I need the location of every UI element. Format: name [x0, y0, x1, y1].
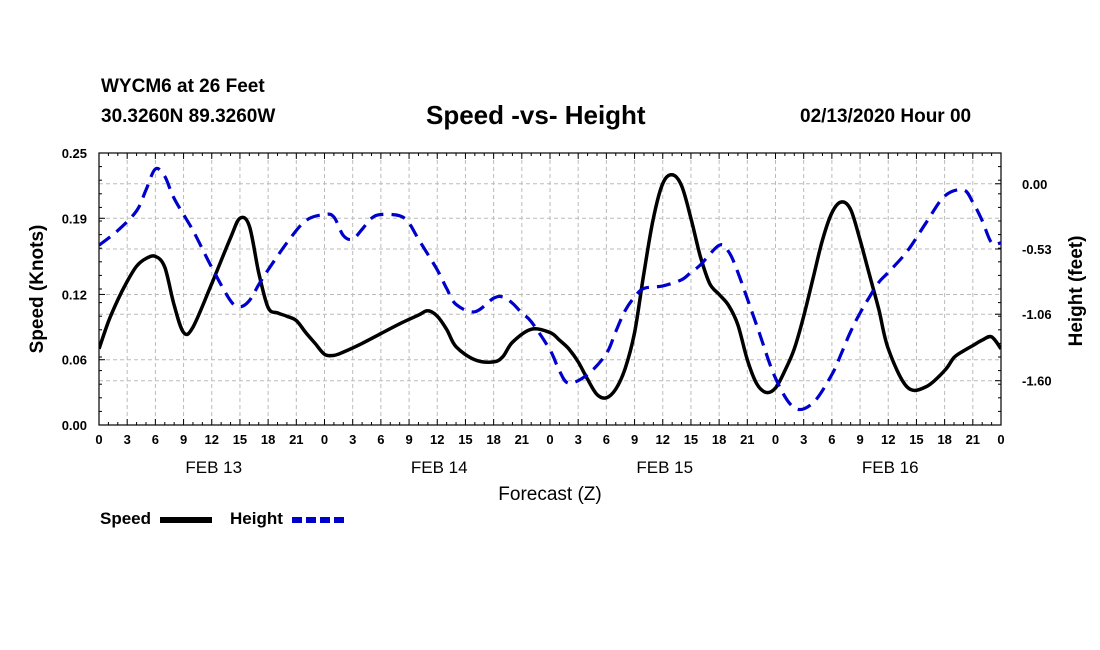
chart-title: Speed -vs- Height [426, 100, 646, 130]
y-tick-label: 0.25 [62, 146, 87, 161]
x-tick-label: 18 [486, 432, 500, 447]
y-tick-label: 0.12 [62, 287, 87, 302]
x-axis-title: Forecast (Z) [498, 484, 601, 505]
x-tick-label: 18 [937, 432, 951, 447]
coordinates-label: 30.3260N 89.3260W [101, 106, 276, 127]
x-tick-label: 18 [261, 432, 275, 447]
y-tick-label: 0.00 [62, 418, 87, 433]
y2-tick-label: 0.00 [1022, 177, 1047, 192]
x-tick-label: 21 [289, 432, 303, 447]
x-tick-label: 9 [856, 432, 863, 447]
grid-lines [98, 152, 1002, 426]
y2-axis-title: Height (feet) [1066, 236, 1087, 347]
legend-height-label: Height [230, 509, 283, 528]
day-label: FEB 14 [411, 458, 468, 477]
y2-tick-label: -1.06 [1022, 307, 1052, 322]
day-label: FEB 13 [185, 458, 242, 477]
x-tick-label: 15 [684, 432, 698, 447]
x-tick-label: 15 [233, 432, 247, 447]
x-tick-label: 0 [95, 432, 102, 447]
x-tick-label: 6 [828, 432, 835, 447]
x-tick-label: 12 [656, 432, 670, 447]
x-tick-label: 6 [152, 432, 159, 447]
x-tick-label: 9 [180, 432, 187, 447]
x-tick-label: 15 [458, 432, 472, 447]
y-tick-label: 0.06 [62, 353, 87, 368]
y-axis-title: Speed (Knots) [27, 225, 48, 354]
speed-series-line [99, 173, 1001, 400]
x-tick-label: 3 [124, 432, 131, 447]
x-tick-label: 6 [377, 432, 384, 447]
station-label: WYCM6 at 26 Feet [101, 76, 265, 97]
x-tick-label: 3 [575, 432, 582, 447]
x-tick-label: 21 [515, 432, 529, 447]
y-tick-label: 0.19 [62, 211, 87, 226]
x-tick-label: 18 [712, 432, 726, 447]
x-tick-label: 15 [909, 432, 923, 447]
x-tick-label: 6 [603, 432, 610, 447]
day-label: FEB 16 [862, 458, 919, 477]
x-tick-label: 0 [321, 432, 328, 447]
height-series-line [99, 166, 1001, 412]
day-label: FEB 15 [636, 458, 693, 477]
x-tick-label: 12 [430, 432, 444, 447]
x-tick-label: 0 [997, 432, 1004, 447]
x-tick-label: 3 [349, 432, 356, 447]
y2-tick-label: -0.53 [1022, 242, 1052, 257]
y2-tick-label: -1.60 [1022, 374, 1052, 389]
x-tick-label: 9 [405, 432, 412, 447]
x-tick-label: 21 [740, 432, 754, 447]
forecast-date-label: 02/13/2020 Hour 00 [800, 106, 972, 127]
x-tick-label: 21 [966, 432, 980, 447]
x-tick-label: 3 [800, 432, 807, 447]
x-tick-label: 12 [881, 432, 895, 447]
x-tick-label: 9 [631, 432, 638, 447]
x-tick-label: 0 [546, 432, 553, 447]
legend-speed-label: Speed [100, 509, 152, 528]
x-tick-label: 0 [772, 432, 779, 447]
x-tick-label: 12 [205, 432, 219, 447]
